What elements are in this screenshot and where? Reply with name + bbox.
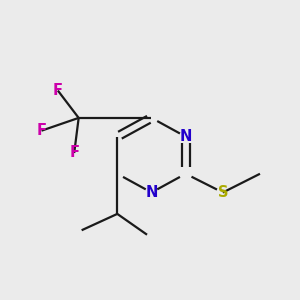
- Text: F: F: [53, 83, 63, 98]
- Text: F: F: [37, 123, 46, 138]
- Text: N: N: [145, 185, 158, 200]
- Text: N: N: [179, 129, 192, 144]
- Text: S: S: [218, 185, 228, 200]
- Text: F: F: [69, 146, 79, 160]
